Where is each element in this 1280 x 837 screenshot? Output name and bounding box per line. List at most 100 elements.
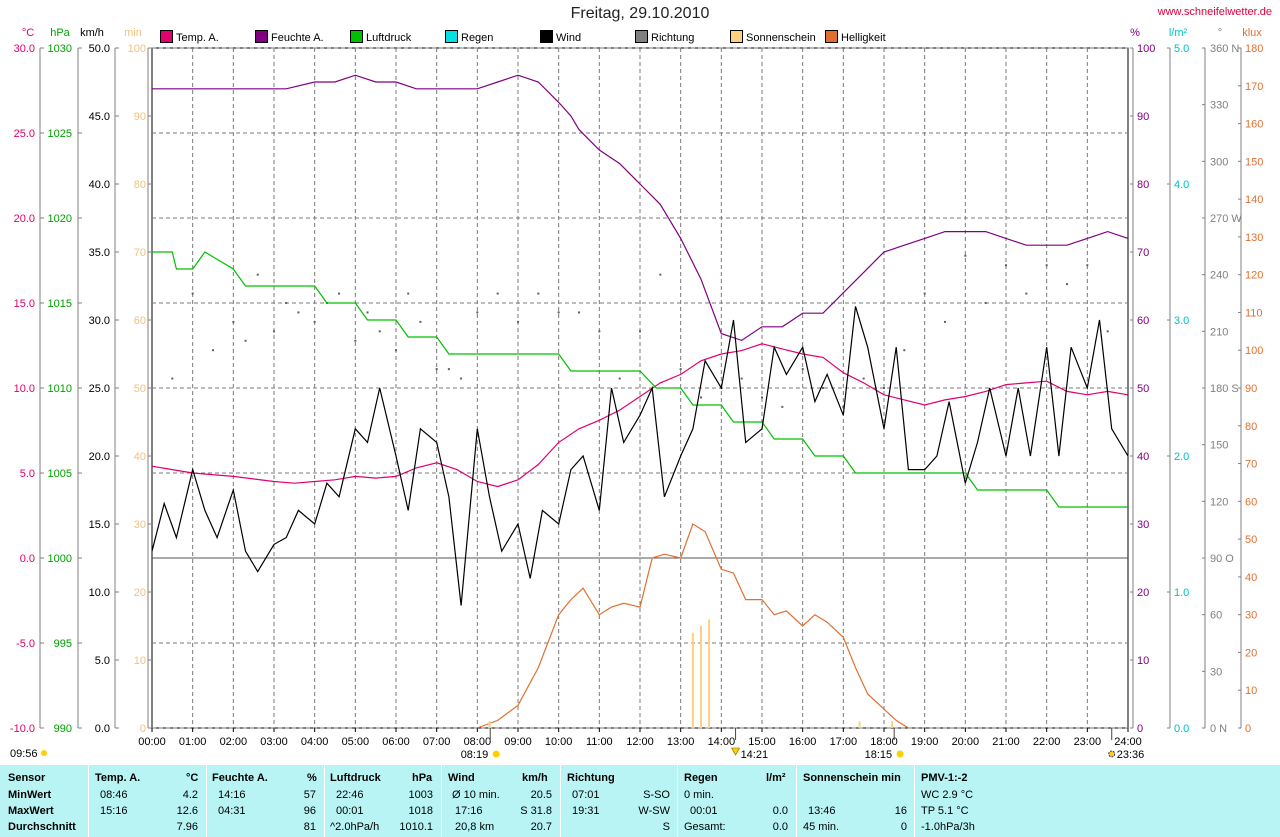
direction-point [244, 339, 247, 342]
marker-label: 14:21 [741, 749, 769, 761]
direction-point [984, 302, 987, 304]
site-link[interactable]: www.schneifelwetter.de [1157, 6, 1272, 18]
cell-min-pmv: WC 2.9 °C [921, 789, 974, 801]
tick-label-rain: 2.0 [1174, 451, 1189, 463]
tick-label-pressure: 1020 [48, 213, 72, 225]
tick-label-temp: -10.0 [10, 723, 35, 735]
col-header-sunshine: Sonnenschein min [803, 772, 901, 784]
tick-label-light: 90 [1245, 383, 1257, 395]
col-header-sensor: Sensor [8, 772, 46, 784]
direction-point [256, 273, 259, 276]
direction-point [944, 320, 946, 323]
tick-label-x: 07:00 [423, 736, 451, 748]
tick-label-sun: 100 [128, 43, 146, 55]
direction-point [460, 377, 463, 380]
cell-max-pres-time: 00:01 [336, 805, 364, 817]
tick-label-direction: 360 N [1210, 43, 1239, 55]
tick-label-humidity: 60 [1137, 315, 1149, 327]
tick-label-temp: 20.0 [14, 213, 35, 225]
col-unit-humidity: % [307, 772, 317, 784]
tick-label-x: 00:00 [138, 736, 166, 748]
tick-label-x: 23:00 [1074, 736, 1102, 748]
sun-icon [492, 750, 500, 758]
cell-max-pmv: TP 5.1 °C [921, 805, 969, 817]
col-header-wind: Wind [448, 772, 475, 784]
col-header-humidity: Feuchte A. [212, 772, 268, 784]
unit-sun: min [124, 27, 142, 39]
marker-label: 08:19 [461, 749, 489, 761]
unit-wind: km/h [80, 27, 104, 39]
tick-label-light: 20 [1245, 647, 1257, 659]
direction-point [1005, 264, 1007, 267]
cell-max-pres-value: 1018 [408, 805, 433, 817]
tick-label-x: 13:00 [667, 736, 695, 748]
cell-avg-pmv: -1.0hPa/3h [921, 821, 975, 833]
tick-label-direction: 330 [1210, 100, 1228, 112]
corner-time: 09:56 [10, 748, 38, 760]
tick-label-sun: 0 [140, 723, 146, 735]
legend-item-direction: Richtung [635, 30, 694, 44]
direction-point [1025, 292, 1028, 295]
direction-point [1066, 283, 1068, 286]
direction-point [378, 330, 381, 333]
tick-label-humidity: 100 [1137, 43, 1155, 55]
tick-label-x: 20:00 [952, 736, 980, 748]
tick-label-temp: -5.0 [16, 638, 35, 650]
tick-label-x: 04:00 [301, 736, 329, 748]
cell-min-dir-time: 07:01 [572, 789, 600, 801]
col-unit-wind: km/h [522, 772, 548, 784]
cell-max-sun-value: 16 [894, 805, 907, 817]
tick-label-x: 02:00 [220, 736, 248, 748]
peak-icon [731, 747, 741, 756]
direction-point [354, 339, 357, 342]
direction-point [447, 368, 450, 371]
tick-label-temp: 10.0 [14, 383, 35, 395]
cell-max-wind-time: 17:16 [455, 805, 483, 817]
tick-label-light: 30 [1245, 610, 1257, 622]
tick-label-x: 11:00 [586, 736, 613, 748]
tick-label-light: 70 [1245, 459, 1257, 471]
tick-label-light: 60 [1245, 496, 1257, 508]
cell-max-hum-time: 04:31 [218, 805, 246, 817]
direction-point [862, 377, 865, 380]
unit-rain: l/m² [1169, 27, 1188, 39]
unit-humidity: % [1130, 27, 1140, 39]
cell-min-hum-time: 14:16 [218, 789, 246, 801]
cell-max-rain-time: 00:01 [690, 805, 718, 817]
cell-avg-hum-value: 81 [303, 821, 316, 833]
tick-label-sun: 10 [134, 655, 146, 667]
unit-direction: ° [1218, 27, 1222, 39]
cell-max-hum-value: 96 [303, 805, 316, 817]
cell-min-dir-value: S-SO [643, 789, 670, 801]
cell-min-pres-time: 22:46 [336, 789, 364, 801]
direction-point [496, 292, 499, 295]
direction-point [883, 387, 885, 389]
col-unit-pressure: hPa [412, 772, 433, 784]
tick-label-x: 18:00 [870, 736, 898, 748]
cell-min-wind-value: 20.5 [530, 789, 552, 801]
tick-label-x: 10:00 [545, 736, 573, 748]
tick-label-x: 15:00 [748, 736, 776, 748]
tick-label-sun: 20 [134, 587, 146, 599]
cell-min-temp-value: 4.2 [182, 789, 198, 801]
series-luftdruck [152, 251, 1128, 508]
tick-label-sun: 70 [134, 247, 146, 259]
tick-label-humidity: 70 [1137, 247, 1149, 259]
direction-point [557, 311, 560, 314]
tick-label-wind: 35.0 [89, 247, 110, 259]
tick-label-sun: 50 [134, 383, 146, 395]
col-header-rain: Regen [684, 772, 718, 784]
tick-label-pressure: 1010 [48, 383, 72, 395]
corner-sun-icon [41, 750, 47, 756]
direction-point [659, 273, 662, 276]
legend-swatch-humidity [255, 30, 268, 43]
tick-label-direction: 30 [1210, 666, 1222, 678]
tick-label-rain: 3.0 [1174, 315, 1189, 327]
cell-avg-wind-value: 20.7 [530, 821, 552, 833]
col-unit-rain: l/m² [766, 772, 786, 784]
tick-label-wind: 5.0 [95, 655, 110, 667]
direction-point [537, 292, 540, 295]
legend-swatch-rain [445, 30, 458, 43]
tick-label-humidity: 20 [1137, 587, 1149, 599]
cell-avg-dir-value: S [662, 821, 670, 833]
